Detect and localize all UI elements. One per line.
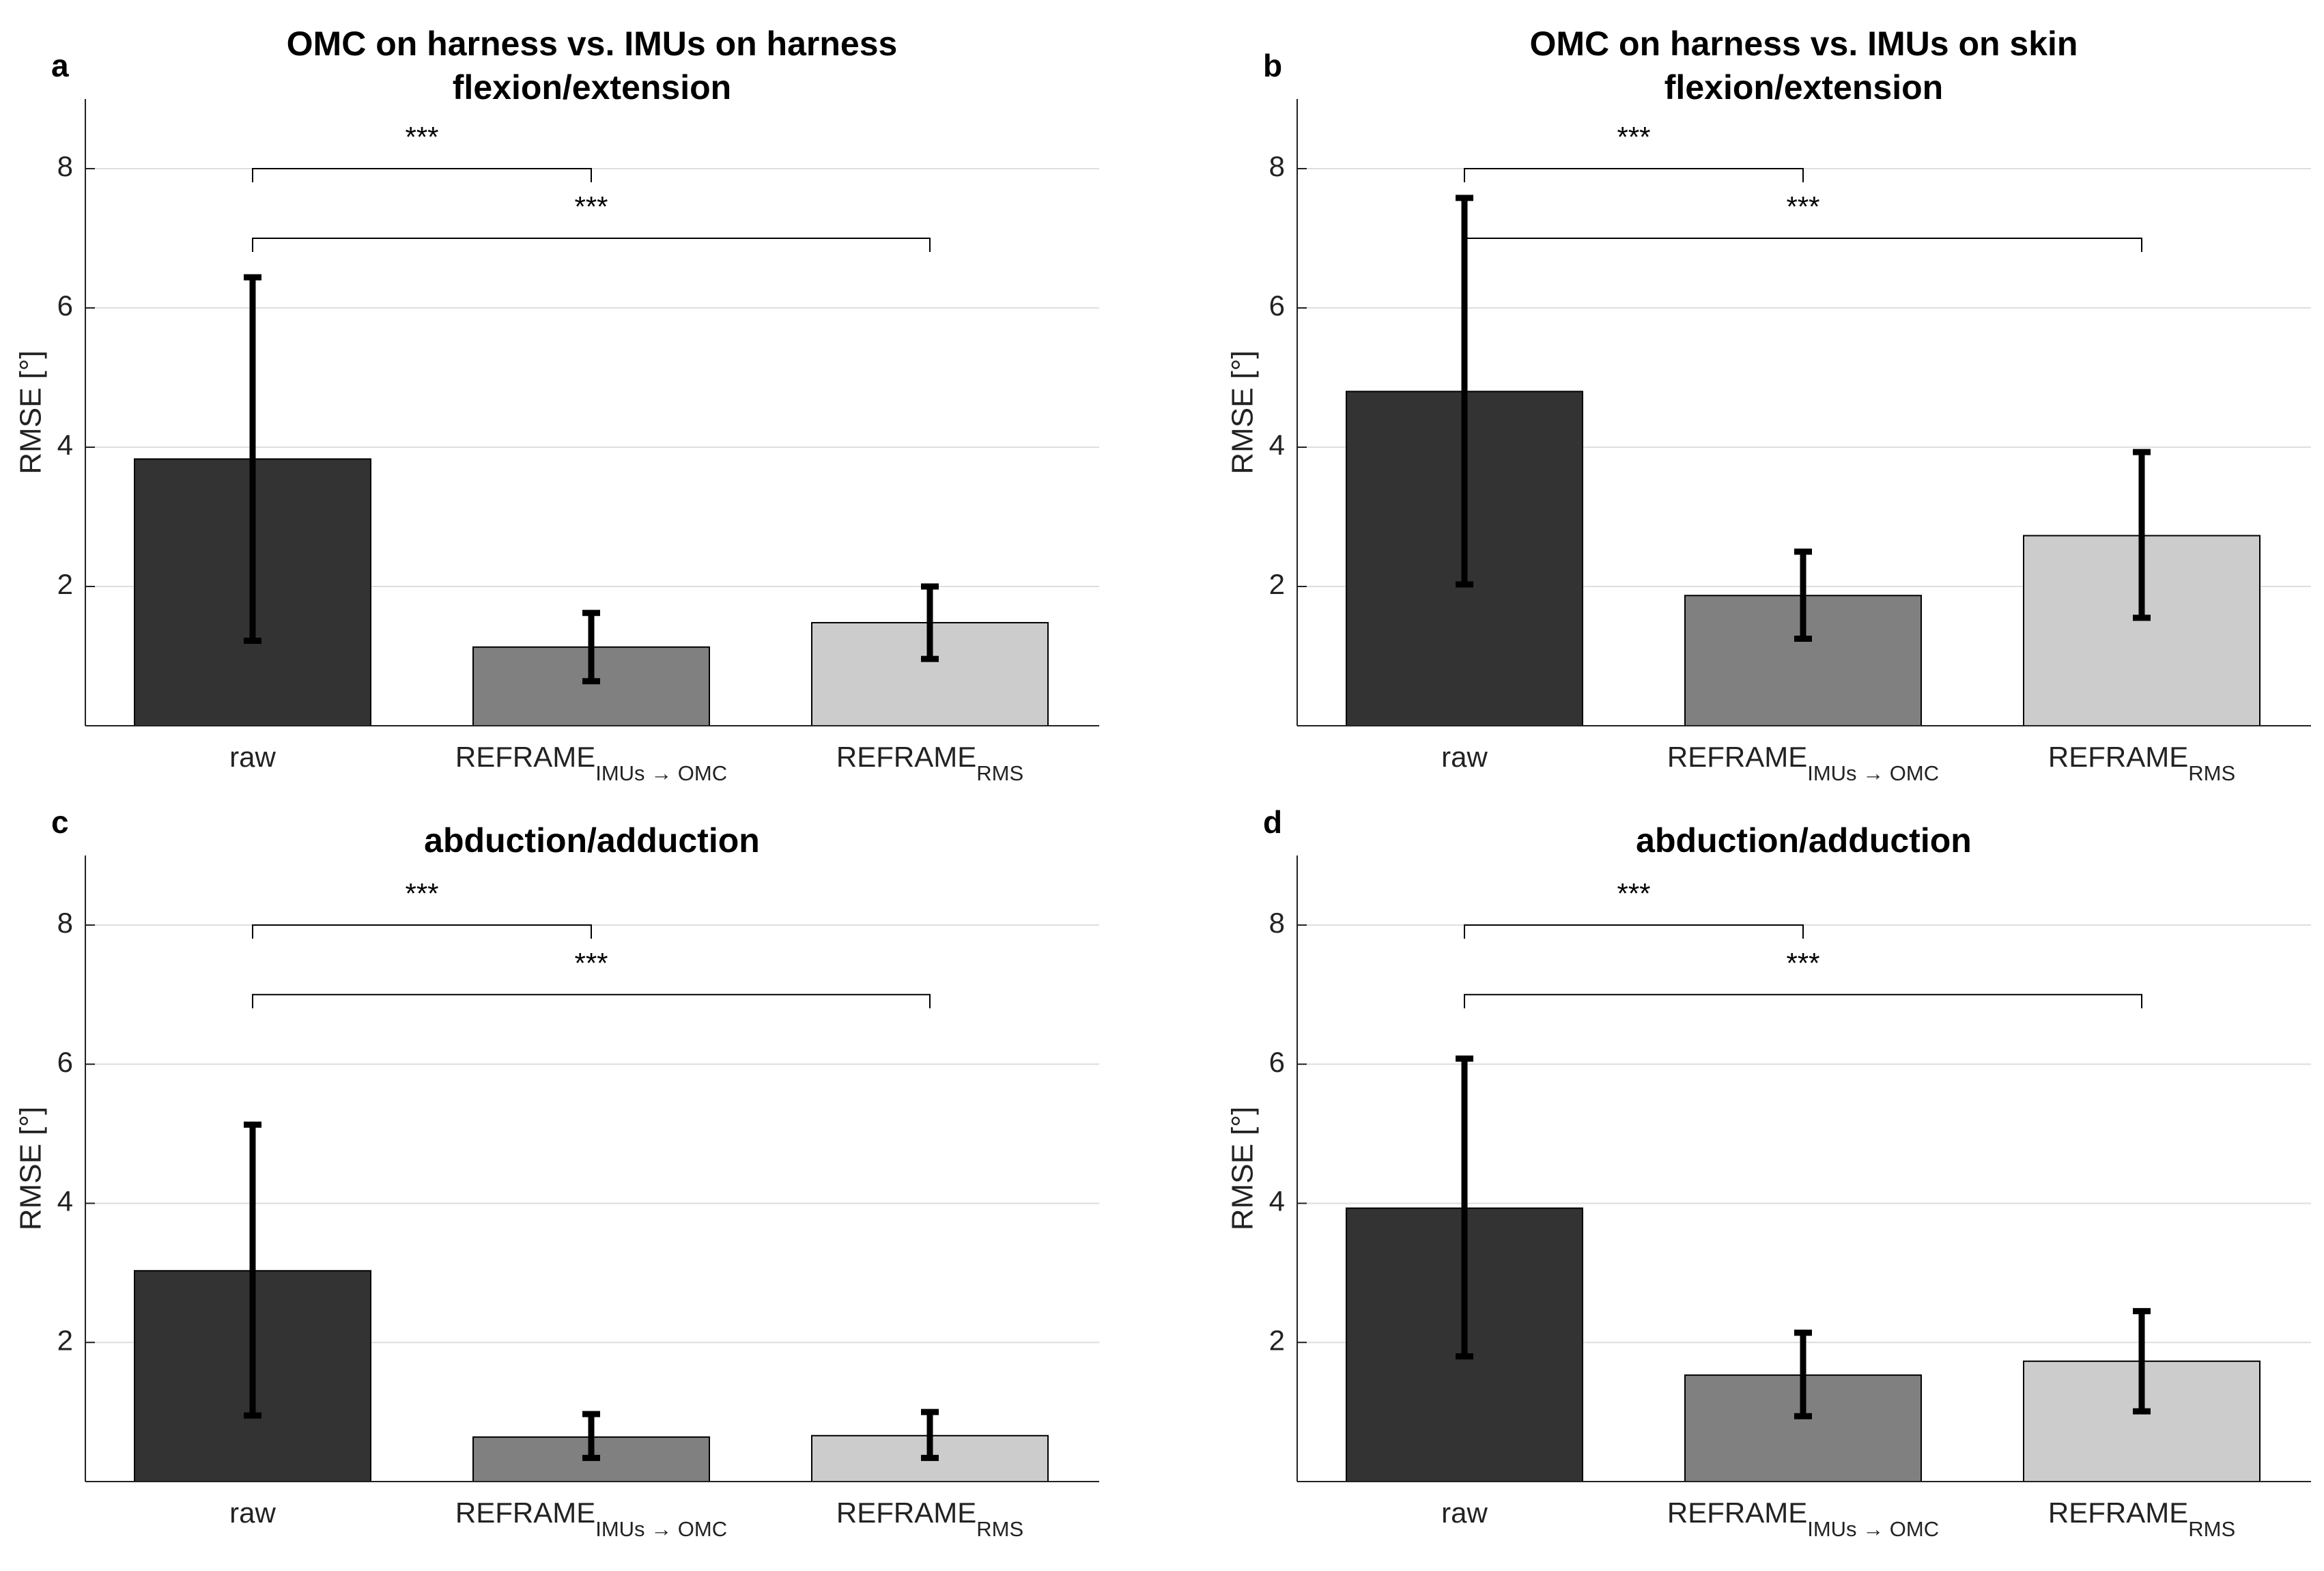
panel-label: a bbox=[51, 48, 69, 83]
chart-title: OMC on harness vs. IMUs on skin bbox=[1530, 25, 2078, 63]
x-tick-label: raw bbox=[229, 741, 276, 773]
panel-d: d abduction/adduction 2 4 6 8 RMSE [°] raw REFRA… bbox=[1226, 804, 2311, 1541]
chart-title: flexion/extension bbox=[453, 68, 731, 107]
significance-bracket bbox=[1464, 238, 2142, 252]
x-tick-label: REFRAMEIMUs → OMC bbox=[1667, 1497, 1939, 1541]
x-tick-label: raw bbox=[1441, 1497, 1488, 1529]
y-tick-label: 6 bbox=[1269, 1046, 1285, 1078]
significance-bracket bbox=[252, 238, 931, 252]
chart-title: OMC on harness vs. IMUs on harness bbox=[287, 25, 898, 63]
panel-a: a OMC on harness vs. IMUs on harness flexi… bbox=[14, 25, 1099, 785]
significance-label: *** bbox=[1617, 877, 1650, 909]
significance-label: *** bbox=[574, 190, 608, 223]
x-tick-label: REFRAMEIMUs → OMC bbox=[455, 741, 727, 785]
y-tick-label: 6 bbox=[57, 289, 73, 322]
x-tick-label: REFRAMEIMUs → OMC bbox=[1667, 741, 1939, 785]
y-tick-label: 6 bbox=[1269, 289, 1285, 322]
y-tick-label: 2 bbox=[57, 1324, 73, 1356]
significance-bracket bbox=[1464, 993, 2142, 1008]
significance-bracket bbox=[252, 993, 931, 1008]
significance-bracket bbox=[1464, 168, 1804, 182]
y-tick-label: 4 bbox=[1269, 429, 1285, 461]
y-tick-label: 8 bbox=[57, 907, 73, 939]
significance-label: *** bbox=[1786, 190, 1819, 223]
y-axis-label: RMSE [°] bbox=[14, 1107, 48, 1230]
y-axis-label: RMSE [°] bbox=[1226, 1107, 1260, 1230]
y-tick-label: 8 bbox=[57, 150, 73, 182]
x-tick-label: REFRAMERMS bbox=[836, 1497, 1023, 1541]
chart-title: flexion/extension bbox=[1664, 68, 1943, 107]
y-axis-label: RMSE [°] bbox=[1226, 350, 1260, 474]
y-tick-label: 8 bbox=[1269, 150, 1285, 182]
significance-label: *** bbox=[1786, 947, 1819, 979]
panel-label: b bbox=[1263, 48, 1282, 83]
significance-label: *** bbox=[405, 877, 438, 909]
chart-title: abduction/adduction bbox=[424, 821, 760, 860]
significance-bracket bbox=[1464, 924, 1804, 939]
y-tick-label: 4 bbox=[1269, 1185, 1285, 1217]
significance-label: *** bbox=[574, 947, 608, 979]
panel-label: d bbox=[1263, 804, 1282, 840]
panel-b: b OMC on harness vs. IMUs on skin flexion/… bbox=[1226, 25, 2311, 785]
x-tick-label: REFRAMERMS bbox=[836, 741, 1023, 785]
chart-title: abduction/adduction bbox=[1636, 821, 1972, 860]
y-tick-label: 4 bbox=[57, 429, 73, 461]
significance-bracket bbox=[252, 924, 592, 939]
x-tick-label: REFRAMERMS bbox=[2048, 741, 2235, 785]
y-tick-label: 2 bbox=[1269, 568, 1285, 600]
y-tick-label: 2 bbox=[1269, 1324, 1285, 1356]
y-tick-label: 2 bbox=[57, 568, 73, 600]
y-tick-label: 6 bbox=[57, 1046, 73, 1078]
x-tick-label: REFRAMERMS bbox=[2048, 1497, 2235, 1541]
significance-bracket bbox=[252, 168, 592, 182]
significance-label: *** bbox=[405, 121, 438, 153]
y-tick-label: 8 bbox=[1269, 907, 1285, 939]
significance-label: *** bbox=[1617, 121, 1650, 153]
x-tick-label: raw bbox=[1441, 741, 1488, 773]
panel-label: c bbox=[51, 804, 69, 840]
panel-c: c abduction/adduction 2 4 6 8 RMSE [°] raw REFRA… bbox=[14, 804, 1099, 1541]
y-axis-label: RMSE [°] bbox=[14, 350, 48, 474]
x-tick-label: REFRAMEIMUs → OMC bbox=[455, 1497, 727, 1541]
y-tick-label: 4 bbox=[57, 1185, 73, 1217]
x-tick-label: raw bbox=[229, 1497, 276, 1529]
